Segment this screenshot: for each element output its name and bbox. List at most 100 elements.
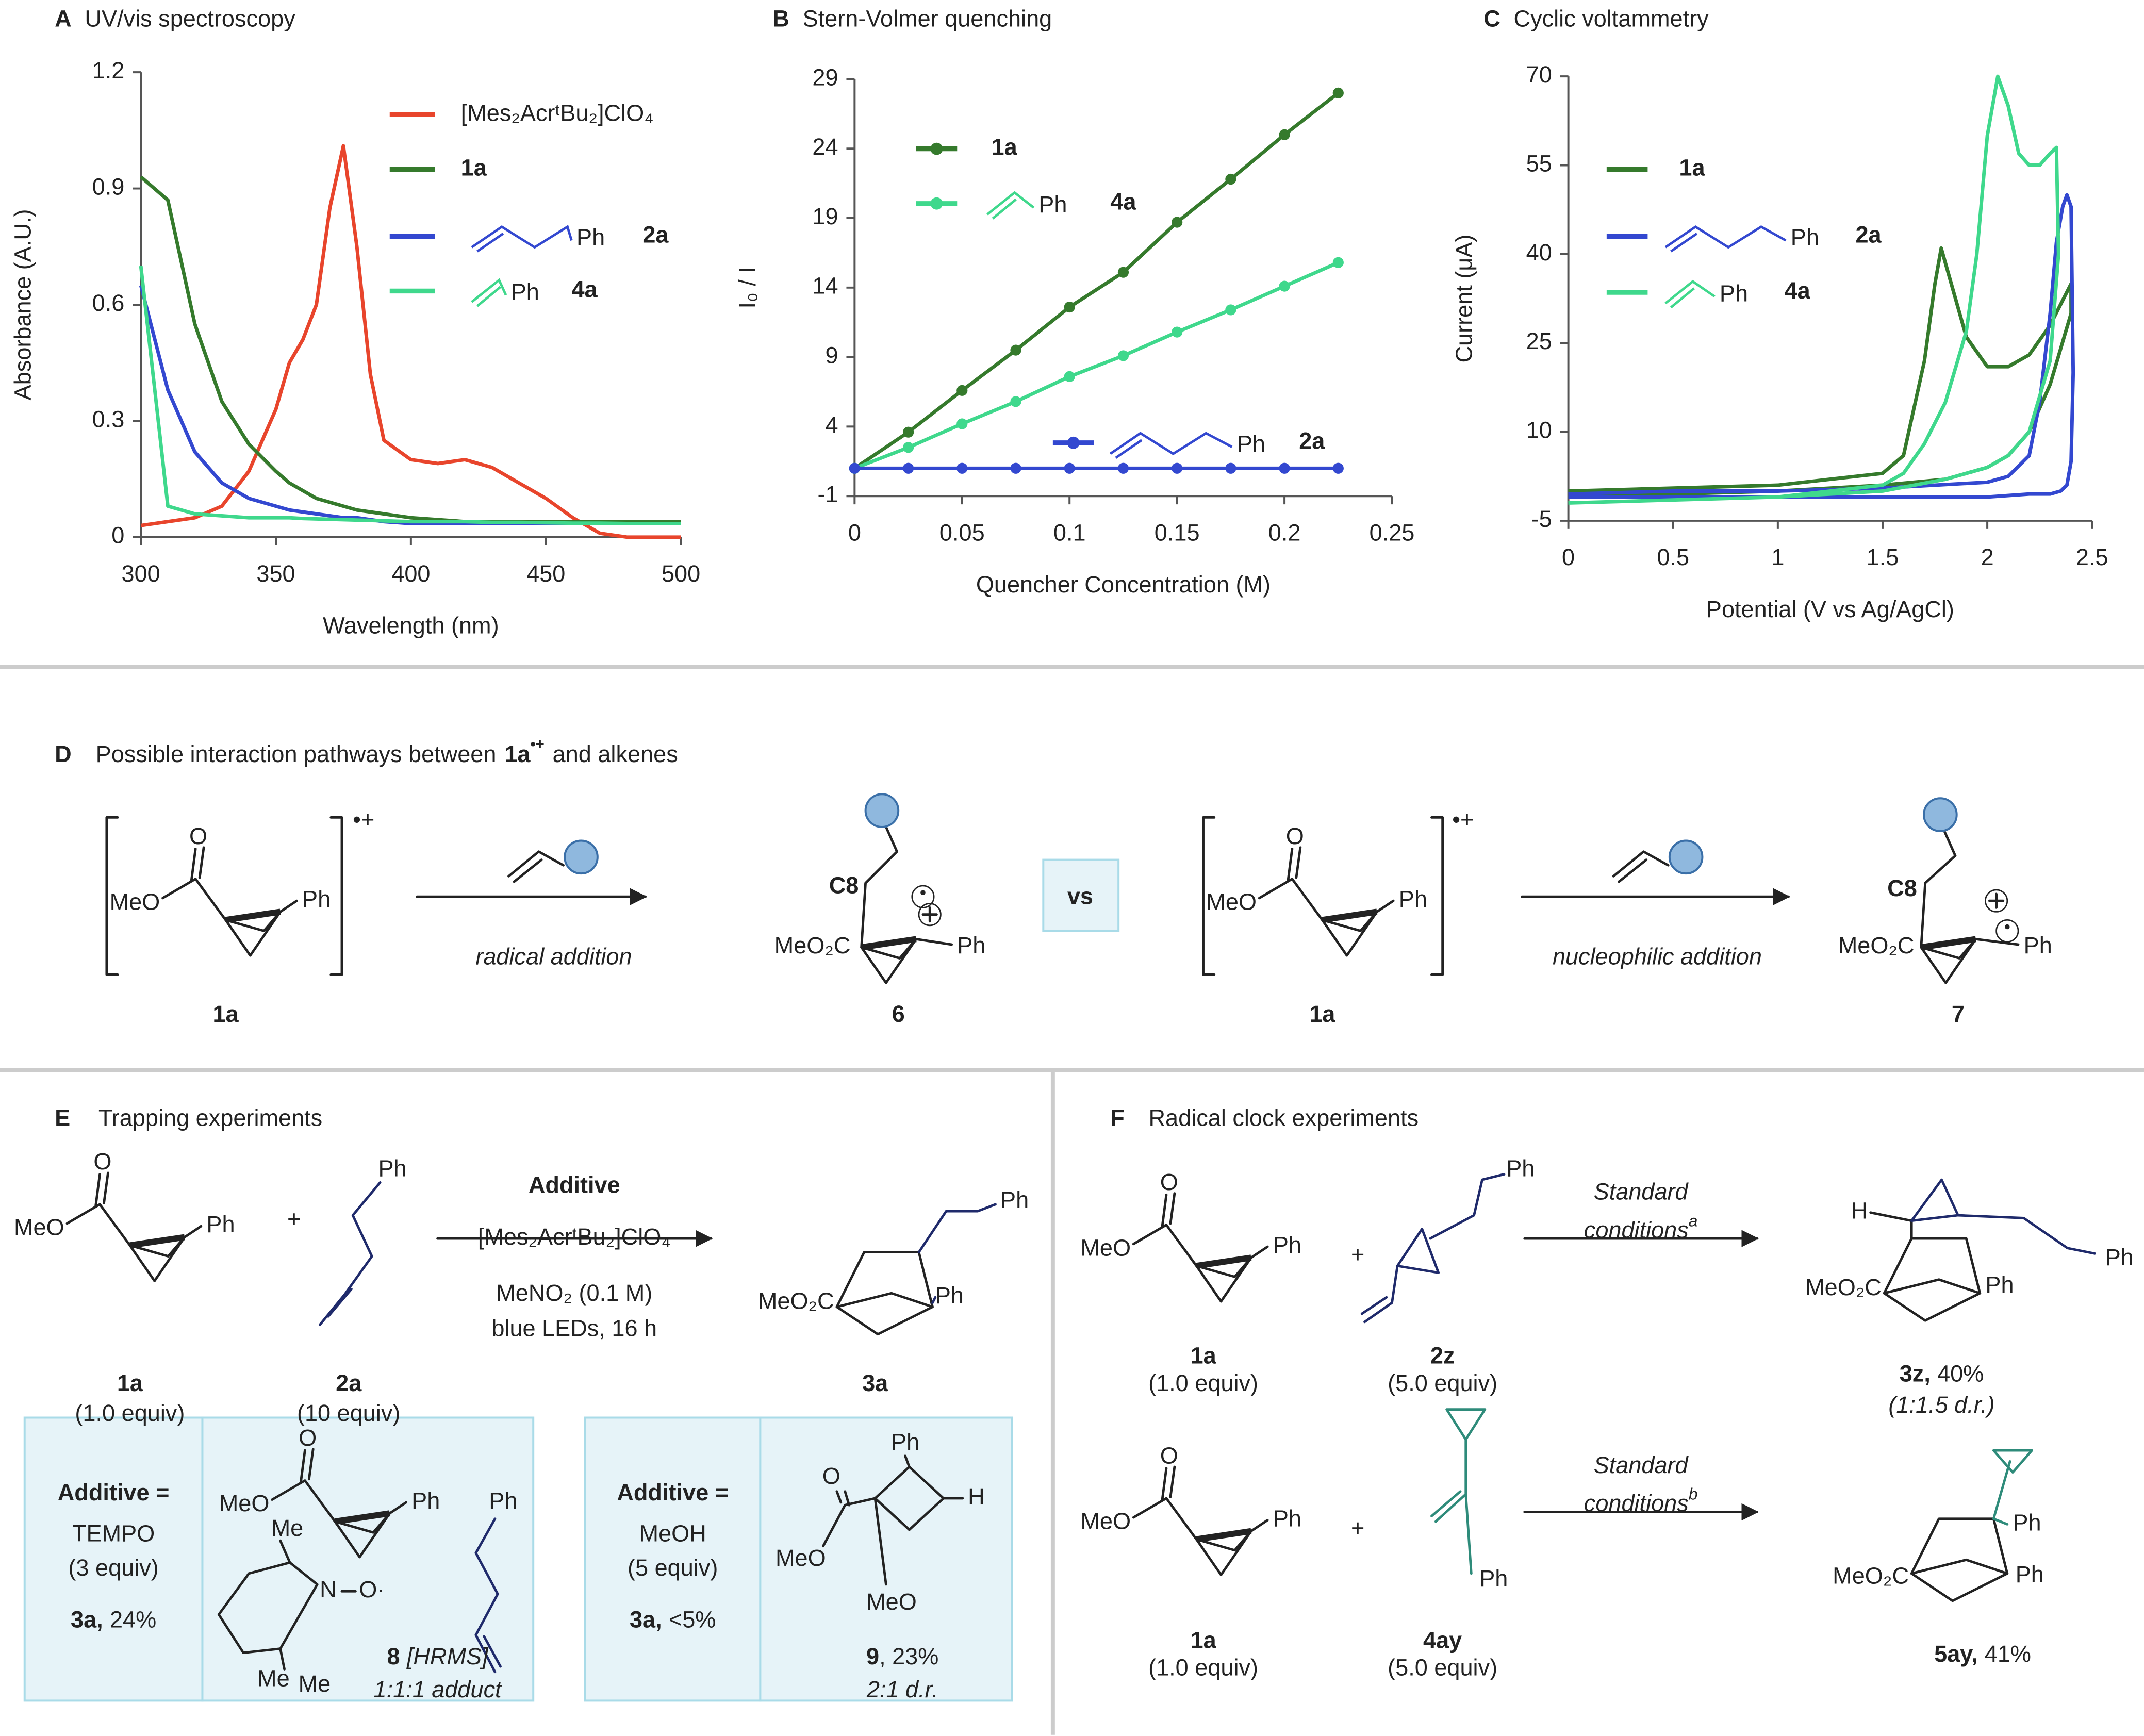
legend-structure-label: Ph	[1720, 280, 1748, 306]
data-point	[1010, 462, 1021, 474]
x-tick-label: 1.5	[1867, 544, 1899, 570]
y-tick-label: 0.3	[92, 406, 125, 432]
label-part: 1a	[504, 741, 531, 767]
label: N	[320, 1576, 337, 1602]
label: 3a	[862, 1370, 888, 1396]
data-point	[1117, 462, 1129, 474]
legend-structure-label: Ph	[1791, 224, 1819, 251]
data-point	[902, 426, 914, 438]
label-part: 3a,	[630, 1607, 662, 1633]
x-tick-label: 0.5	[1657, 544, 1689, 570]
label: MeO	[219, 1490, 270, 1516]
panel-letter: C	[1483, 5, 1500, 31]
series-line	[1568, 246, 2073, 499]
label: vs	[1067, 883, 1093, 910]
label: (5 equiv)	[628, 1555, 718, 1581]
data-point	[1172, 326, 1183, 338]
label: MeO	[14, 1214, 64, 1240]
label: MeNO₂ (0.1 M)	[496, 1280, 652, 1306]
y-tick-label: 29	[812, 64, 838, 90]
data-point	[1010, 344, 1021, 356]
series-line	[853, 91, 1340, 470]
label: Me	[257, 1665, 290, 1692]
series-line	[854, 261, 1339, 470]
x-tick-label: 2	[1981, 544, 1994, 570]
y-tick-label: 1.2	[92, 57, 125, 84]
label: C8	[829, 872, 859, 899]
label: (1:1.5 d.r.)	[1888, 1392, 1994, 1418]
legend-label: 2a	[1855, 221, 1882, 247]
data-point	[956, 418, 968, 429]
data-point	[956, 385, 968, 396]
label-part: b	[1689, 1485, 1698, 1503]
x-tick-label: 2.5	[2076, 544, 2108, 570]
label-part: •+	[530, 736, 544, 753]
chart-title: Stern-Volmer quenching	[803, 5, 1052, 31]
series-line	[140, 144, 681, 539]
label-part: and alkenes	[553, 741, 678, 767]
series-line	[1568, 193, 2075, 499]
label: Ph	[957, 932, 985, 958]
legend-structure-label: Ph	[1038, 191, 1067, 218]
label: Ph	[1000, 1186, 1029, 1213]
label: (1.0 equiv)	[75, 1400, 185, 1426]
x-tick-label: 0	[1562, 544, 1575, 570]
label: +	[287, 1206, 301, 1232]
label: 2z	[1430, 1343, 1455, 1369]
x-tick-label: 300	[122, 560, 160, 587]
label: Possible interaction pathways between 1a•…	[96, 736, 678, 767]
x-axis-label: Wavelength (nm)	[323, 613, 499, 639]
data-point	[902, 442, 914, 453]
label: O	[93, 1148, 111, 1175]
x-tick-label: 0.2	[1268, 519, 1301, 545]
label: [Mes₂AcrᵗBu₂]ClO₄	[478, 1224, 671, 1250]
legend-label: 2a	[642, 221, 669, 247]
label: 2:1 d.r.	[866, 1676, 938, 1702]
label: Standard	[1594, 1452, 1689, 1478]
label: O	[1286, 823, 1304, 849]
label: 8 [HRMS]	[387, 1643, 489, 1669]
label: Ph	[1399, 886, 1427, 912]
label: Ph	[2024, 932, 2052, 958]
x-tick-label: 500	[662, 560, 700, 587]
legend-label: 4a	[1785, 277, 1811, 304]
label: nucleophilic addition	[1553, 943, 1762, 969]
y-tick-label: 4	[825, 411, 838, 438]
label: MeO	[866, 1589, 917, 1615]
label-part: 8	[387, 1643, 400, 1669]
label: O·	[359, 1576, 385, 1602]
series-line	[139, 266, 681, 525]
label: conditionsb	[1584, 1485, 1698, 1516]
label: Me	[271, 1515, 304, 1541]
x-tick-label: 0.15	[1155, 519, 1200, 545]
label: (10 equiv)	[297, 1400, 400, 1426]
label: •+	[1452, 806, 1474, 833]
y-tick-label: 55	[1526, 150, 1552, 176]
label: Ph	[2016, 1561, 2044, 1588]
label: +	[1351, 1515, 1364, 1541]
label: O	[1160, 1442, 1178, 1468]
panel-title: Trapping experiments	[98, 1104, 322, 1131]
label: 9, 23%	[866, 1643, 938, 1669]
label: H	[1851, 1198, 1868, 1224]
x-tick-label: 0	[848, 519, 861, 545]
label: Additive	[529, 1171, 620, 1198]
label-part: , 23%	[879, 1643, 938, 1669]
label-part: 9	[866, 1643, 879, 1669]
label: MeO₂C	[774, 932, 851, 958]
label-part: 41%	[1985, 1641, 2031, 1667]
data-point	[1225, 304, 1236, 316]
panel-letter: D	[55, 741, 72, 767]
data-point	[1117, 350, 1129, 361]
data-point	[1332, 462, 1344, 474]
label: Ph	[1479, 1565, 1508, 1592]
label-part: <5%	[669, 1607, 716, 1633]
chart-title: Cyclic voltammetry	[1514, 5, 1709, 31]
y-tick-label: 9	[825, 342, 838, 369]
label: Additive =	[617, 1479, 729, 1506]
data-point	[1010, 396, 1021, 407]
y-axis-label: Current (μA)	[1451, 235, 1477, 363]
y-axis-label: Absorbance (A.U.)	[10, 209, 36, 401]
label: O	[299, 1425, 317, 1451]
